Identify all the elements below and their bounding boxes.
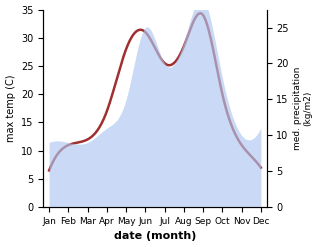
- Y-axis label: max temp (C): max temp (C): [5, 75, 16, 142]
- Y-axis label: med. precipitation
(kg/m2): med. precipitation (kg/m2): [293, 67, 313, 150]
- X-axis label: date (month): date (month): [114, 231, 196, 242]
